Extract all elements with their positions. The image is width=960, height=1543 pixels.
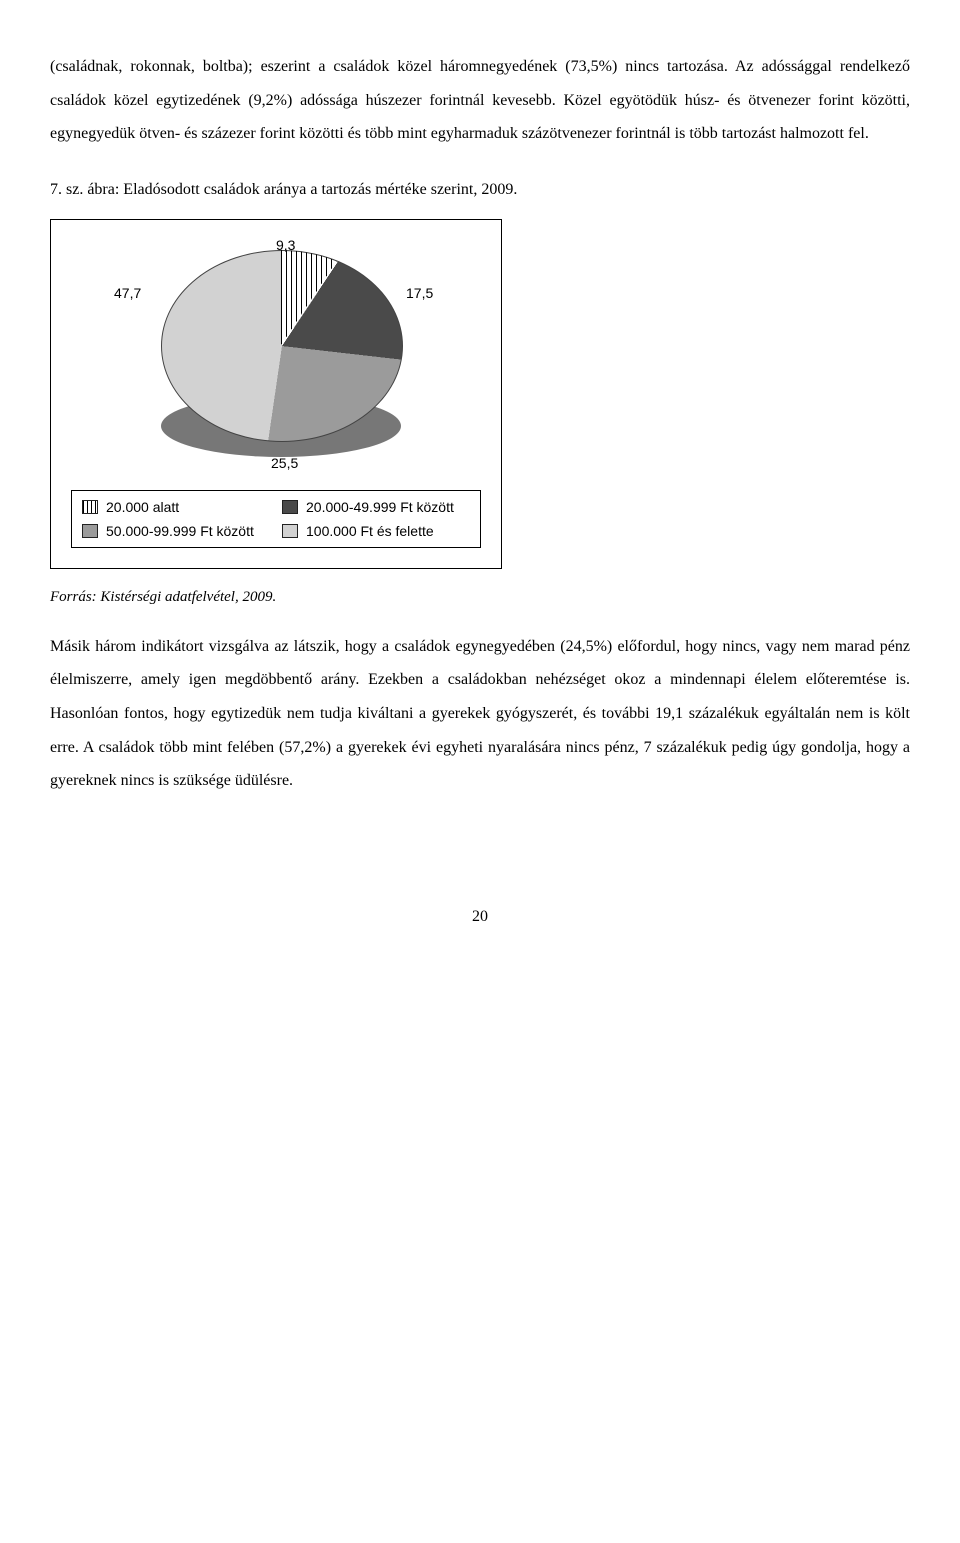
figure-source: Forrás: Kistérségi adatfelvétel, 2009. [50,589,910,606]
pie-label-4: 47,7 [114,285,141,301]
legend-label: 20.000 alatt [106,499,179,515]
pie-label-2: 17,5 [406,285,433,301]
page-number: 20 [50,908,910,926]
legend-label: 20.000-49.999 Ft között [306,499,454,515]
figure-caption: 7. sz. ábra: Eladósodott családok aránya… [50,181,910,199]
legend-item-2: 20.000-49.999 Ft között [282,499,470,515]
chart-legend: 20.000 alatt 20.000-49.999 Ft között 50.… [71,490,481,548]
paragraph-2: Másik három indikátort vizsgálva az láts… [50,630,910,798]
legend-item-1: 20.000 alatt [82,499,270,515]
legend-swatch-dark [282,500,298,514]
pie-chart-container: 9,3 17,5 25,5 47,7 20.000 alatt 20.000-4… [50,219,502,569]
legend-label: 50.000-99.999 Ft között [106,523,254,539]
pie-chart: 9,3 17,5 25,5 47,7 [106,245,446,465]
pie-label-1: 9,3 [276,237,295,253]
legend-swatch-mid [82,524,98,538]
legend-label: 100.000 Ft és felette [306,523,434,539]
legend-item-4: 100.000 Ft és felette [282,523,470,539]
legend-swatch-hatch [82,500,98,514]
pie-label-3: 25,5 [271,455,298,471]
paragraph-1: (családnak, rokonnak, boltba); eszerint … [50,50,910,151]
legend-item-3: 50.000-99.999 Ft között [82,523,270,539]
pie-slices [161,250,403,442]
document-page: (családnak, rokonnak, boltba); eszerint … [0,0,960,966]
legend-swatch-light [282,524,298,538]
